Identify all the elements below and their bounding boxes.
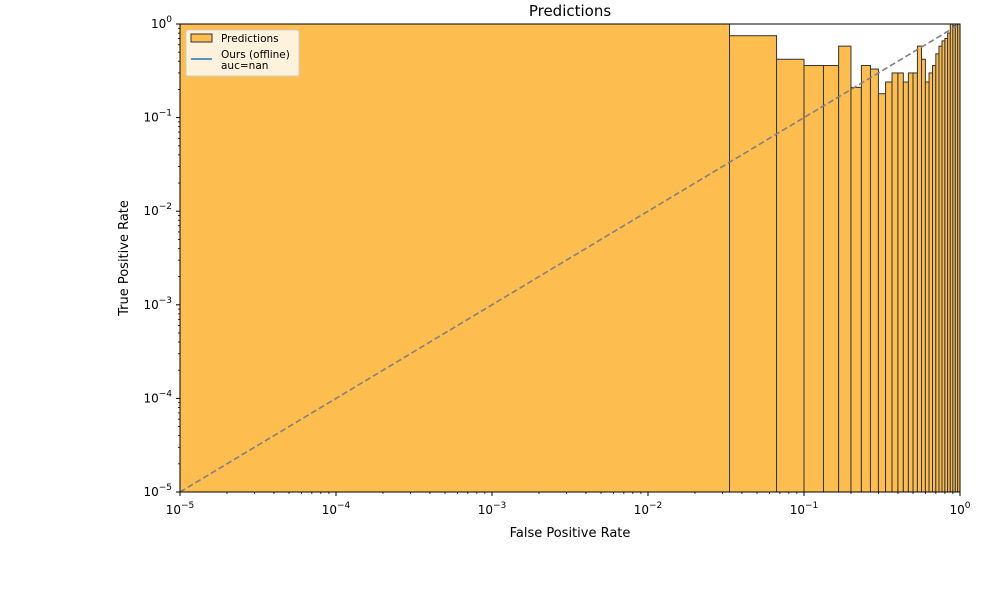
x-tick-label-5: 100 xyxy=(949,501,970,517)
histogram-bar-12 xyxy=(897,72,904,493)
histogram-bar-0 xyxy=(179,23,731,493)
histogram-bar-19 xyxy=(928,72,934,493)
histogram-bar-4 xyxy=(822,65,840,493)
histogram-bar-15 xyxy=(912,72,918,493)
chart-title: Predictions xyxy=(529,2,612,20)
y-tick-label-5: 100 xyxy=(151,15,172,31)
y-tick-label-1: 10−4 xyxy=(143,389,172,405)
axis-ticks: 10−5 10−4 10−3 10−2 10−1 100 10−5 10−4 10−3 10−2 1… xyxy=(143,15,970,517)
histogram-bar-16 xyxy=(916,45,923,493)
legend-entry-auc: auc=nan xyxy=(221,60,268,72)
histogram-bar-2 xyxy=(776,58,805,493)
histogram-bar-7 xyxy=(860,65,871,493)
legend-bar-swatch xyxy=(190,33,213,43)
x-tick-label-0: 10−5 xyxy=(166,501,195,517)
histogram-bar-8 xyxy=(869,68,879,493)
x-tick-label-3: 10−2 xyxy=(634,501,663,517)
y-axis-label: True Positive Rate xyxy=(117,200,132,317)
histogram-bar-6 xyxy=(850,86,862,493)
legend-entry-ours: Ours (offline) xyxy=(221,49,290,61)
legend: Predictions Ours (offline) auc=nan xyxy=(185,29,300,77)
y-tick-label-0: 10−5 xyxy=(143,483,172,499)
histogram-bar-14 xyxy=(907,72,914,493)
legend-entry-predictions: Predictions xyxy=(221,33,279,45)
x-tick-label-1: 10−4 xyxy=(322,501,351,517)
y-tick-label-2: 10−3 xyxy=(143,296,172,312)
histogram-bar-1 xyxy=(729,35,778,493)
histogram-bar-3 xyxy=(803,65,824,493)
reference-lines xyxy=(179,23,961,493)
x-axis-label: False Positive Rate xyxy=(510,526,631,541)
x-tick-label-4: 10−1 xyxy=(790,501,819,517)
y-tick-label-3: 10−2 xyxy=(143,202,172,218)
legend-box xyxy=(185,29,300,77)
x-tick-label-2: 10−3 xyxy=(478,501,507,517)
diagonal-reference-line xyxy=(179,23,961,493)
histogram-bar-10 xyxy=(885,81,893,493)
histogram-bar-17 xyxy=(921,58,926,493)
histogram-bar-9 xyxy=(877,93,887,493)
histogram-bar-13 xyxy=(902,81,909,493)
plot-frame xyxy=(179,23,961,493)
histogram-bar-18 xyxy=(924,81,930,493)
histogram-bar-5 xyxy=(838,45,852,493)
y-tick-label-4: 10−1 xyxy=(143,109,172,125)
histogram-bars xyxy=(179,23,961,493)
histogram-bar-11 xyxy=(891,72,899,493)
